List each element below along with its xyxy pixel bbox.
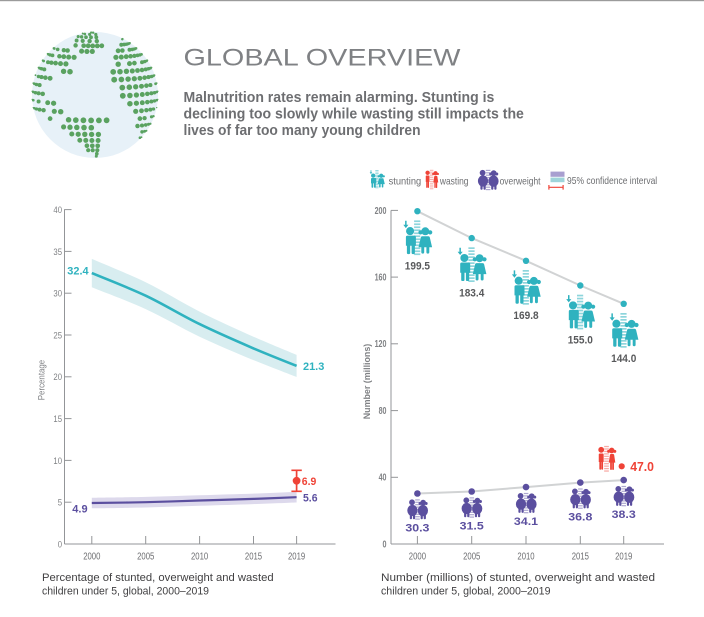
svg-text:Number (millions) of stunted,: Number (millions) of stunted, overweight… (381, 572, 655, 584)
svg-text:0: 0 (58, 539, 62, 549)
svg-text:Percentage: Percentage (37, 360, 47, 400)
svg-text:30: 30 (53, 289, 62, 299)
svg-text:lives of far too many young ch: lives of far too many young children (184, 122, 421, 139)
svg-text:wasting: wasting (439, 175, 469, 187)
svg-text:31.5: 31.5 (460, 521, 484, 533)
svg-text:0: 0 (383, 539, 387, 550)
svg-text:155.0: 155.0 (568, 335, 593, 347)
svg-text:200: 200 (375, 206, 387, 217)
svg-text:5: 5 (58, 498, 62, 508)
svg-text:21.3: 21.3 (303, 361, 324, 373)
svg-text:Percentage of stunted, overwei: Percentage of stunted, overweight and wa… (42, 572, 274, 584)
svg-text:Malnutrition rates remain alar: Malnutrition rates remain alarming. Stun… (184, 89, 495, 106)
svg-text:40: 40 (53, 205, 62, 215)
svg-text:4.9: 4.9 (72, 503, 87, 515)
svg-text:10: 10 (53, 456, 62, 466)
svg-text:2019: 2019 (615, 551, 632, 562)
svg-text:2015: 2015 (572, 551, 590, 562)
svg-text:5.6: 5.6 (303, 492, 318, 504)
svg-text:children under 5, global, 2000: children under 5, global, 2000–2019 (381, 586, 551, 598)
svg-text:GLOBAL OVERVIEW: GLOBAL OVERVIEW (184, 44, 461, 71)
svg-text:35: 35 (53, 247, 62, 257)
svg-text:2010: 2010 (517, 551, 535, 562)
svg-text:overweight: overweight (500, 175, 541, 187)
svg-text:2015: 2015 (245, 551, 263, 562)
svg-text:20: 20 (53, 372, 62, 382)
svg-text:80: 80 (379, 406, 387, 417)
svg-text:25: 25 (53, 330, 62, 340)
svg-text:160: 160 (375, 273, 387, 284)
svg-text:120: 120 (375, 339, 387, 350)
svg-text:32.4: 32.4 (67, 266, 89, 278)
svg-text:34.1: 34.1 (514, 516, 538, 528)
svg-text:144.0: 144.0 (611, 353, 636, 365)
svg-text:6.9: 6.9 (302, 476, 317, 488)
svg-text:Number (millions): Number (millions) (362, 344, 372, 420)
svg-text:2010: 2010 (191, 551, 209, 562)
svg-text:183.4: 183.4 (459, 287, 485, 299)
svg-text:2000: 2000 (83, 551, 101, 562)
svg-text:30.3: 30.3 (405, 523, 429, 535)
svg-text:169.8: 169.8 (513, 310, 538, 322)
svg-text:199.5: 199.5 (405, 260, 430, 272)
svg-text:36.8: 36.8 (568, 512, 592, 524)
svg-text:2005: 2005 (463, 551, 481, 562)
svg-text:children under 5, global, 2000: children under 5, global, 2000–2019 (42, 586, 209, 598)
svg-text:2000: 2000 (409, 551, 427, 562)
svg-text:2019: 2019 (288, 551, 305, 562)
svg-text:95% confidence interval: 95% confidence interval (567, 175, 657, 187)
svg-text:40: 40 (379, 473, 387, 484)
svg-text:stunting: stunting (389, 175, 422, 187)
svg-text:38.3: 38.3 (612, 509, 636, 521)
svg-text:declining too slowly while was: declining too slowly while wasting still… (184, 105, 524, 122)
svg-text:47.0: 47.0 (630, 459, 654, 474)
svg-text:2005: 2005 (137, 551, 155, 562)
svg-text:15: 15 (53, 414, 62, 424)
